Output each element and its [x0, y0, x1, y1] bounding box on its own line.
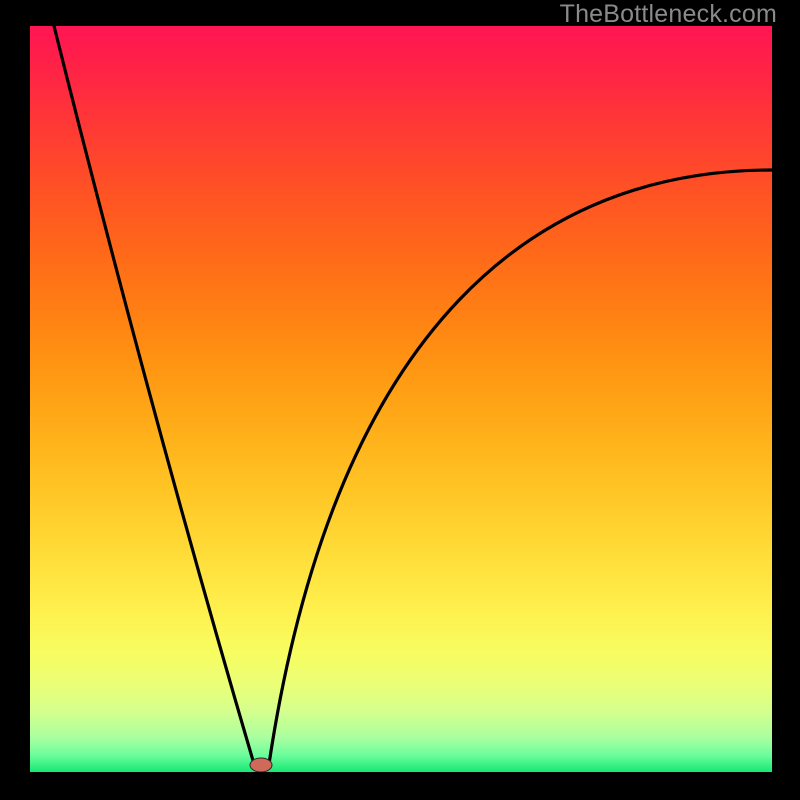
watermark-text: TheBottleneck.com [560, 0, 777, 29]
gradient-background [30, 26, 772, 772]
chart-container: TheBottleneck.com [0, 0, 800, 800]
